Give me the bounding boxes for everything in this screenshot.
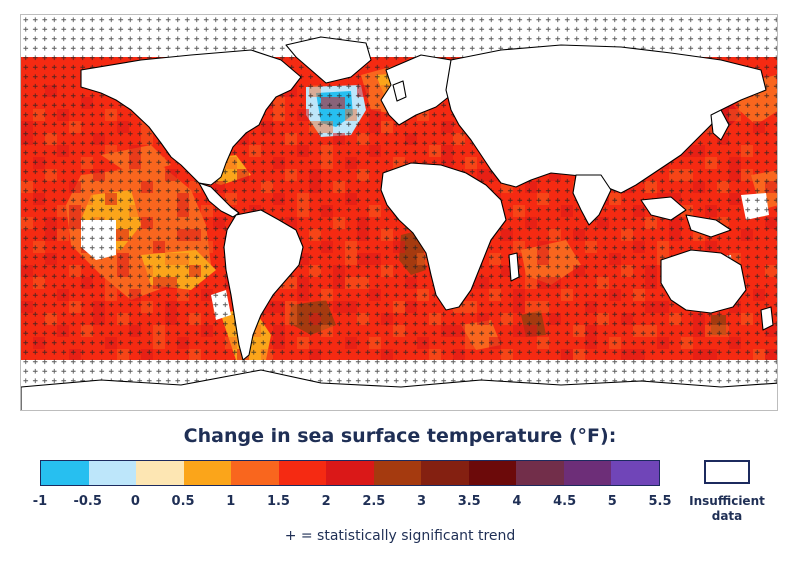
landmass bbox=[640, 196, 687, 221]
color-swatch bbox=[421, 461, 469, 485]
landmass bbox=[392, 80, 407, 102]
color-swatch bbox=[278, 461, 327, 485]
scale-tick-label: 3 bbox=[417, 494, 427, 509]
legend-title: Change in sea surface temperature (°F): bbox=[183, 425, 617, 447]
scale-tick-label: 0.5 bbox=[171, 494, 195, 509]
world-map bbox=[20, 14, 778, 411]
landmass bbox=[760, 306, 774, 331]
landmass bbox=[80, 49, 302, 186]
landmass bbox=[285, 36, 372, 84]
landmass bbox=[710, 109, 730, 141]
color-swatch bbox=[183, 461, 232, 485]
color-scale-bar bbox=[40, 460, 660, 486]
color-swatch bbox=[373, 461, 422, 485]
landmass bbox=[660, 249, 747, 314]
insufficient-data-label: Insufficient data bbox=[689, 494, 765, 523]
color-swatch bbox=[611, 461, 659, 485]
landmass bbox=[380, 162, 507, 311]
landmass bbox=[572, 174, 612, 226]
scale-tick-label: 3.5 bbox=[457, 494, 481, 509]
scale-tick-label: 5.5 bbox=[648, 494, 672, 509]
landmass bbox=[21, 369, 777, 410]
scale-tick-label: 2 bbox=[321, 494, 331, 509]
scale-tick-label: 5 bbox=[607, 494, 617, 509]
color-swatch bbox=[516, 461, 564, 485]
color-swatch bbox=[231, 461, 279, 485]
scale-tick-label: 4.5 bbox=[553, 494, 577, 509]
scale-tick-label: -0.5 bbox=[73, 494, 102, 509]
landmass bbox=[508, 252, 520, 282]
scale-tick-label: 1.5 bbox=[266, 494, 290, 509]
landmass bbox=[445, 44, 767, 194]
scale-tick-label: 2.5 bbox=[362, 494, 386, 509]
color-swatch bbox=[563, 461, 612, 485]
landmass bbox=[685, 214, 732, 238]
scale-tick-label: 0 bbox=[130, 494, 140, 509]
map-svg bbox=[21, 15, 777, 410]
color-swatch bbox=[468, 461, 517, 485]
scale-tick-label: 1 bbox=[226, 494, 236, 509]
insufficient-data-swatch bbox=[704, 460, 750, 484]
significance-footnote: + = statistically significant trend bbox=[284, 528, 516, 544]
landmass bbox=[223, 209, 304, 361]
color-swatch bbox=[88, 461, 137, 485]
scale-tick-label: -1 bbox=[32, 494, 48, 509]
land-masses bbox=[21, 36, 777, 410]
color-swatch bbox=[136, 461, 184, 485]
landmass bbox=[198, 182, 240, 218]
color-swatch bbox=[41, 461, 89, 485]
color-swatch bbox=[326, 461, 374, 485]
scale-tick-label: 4 bbox=[512, 494, 522, 509]
